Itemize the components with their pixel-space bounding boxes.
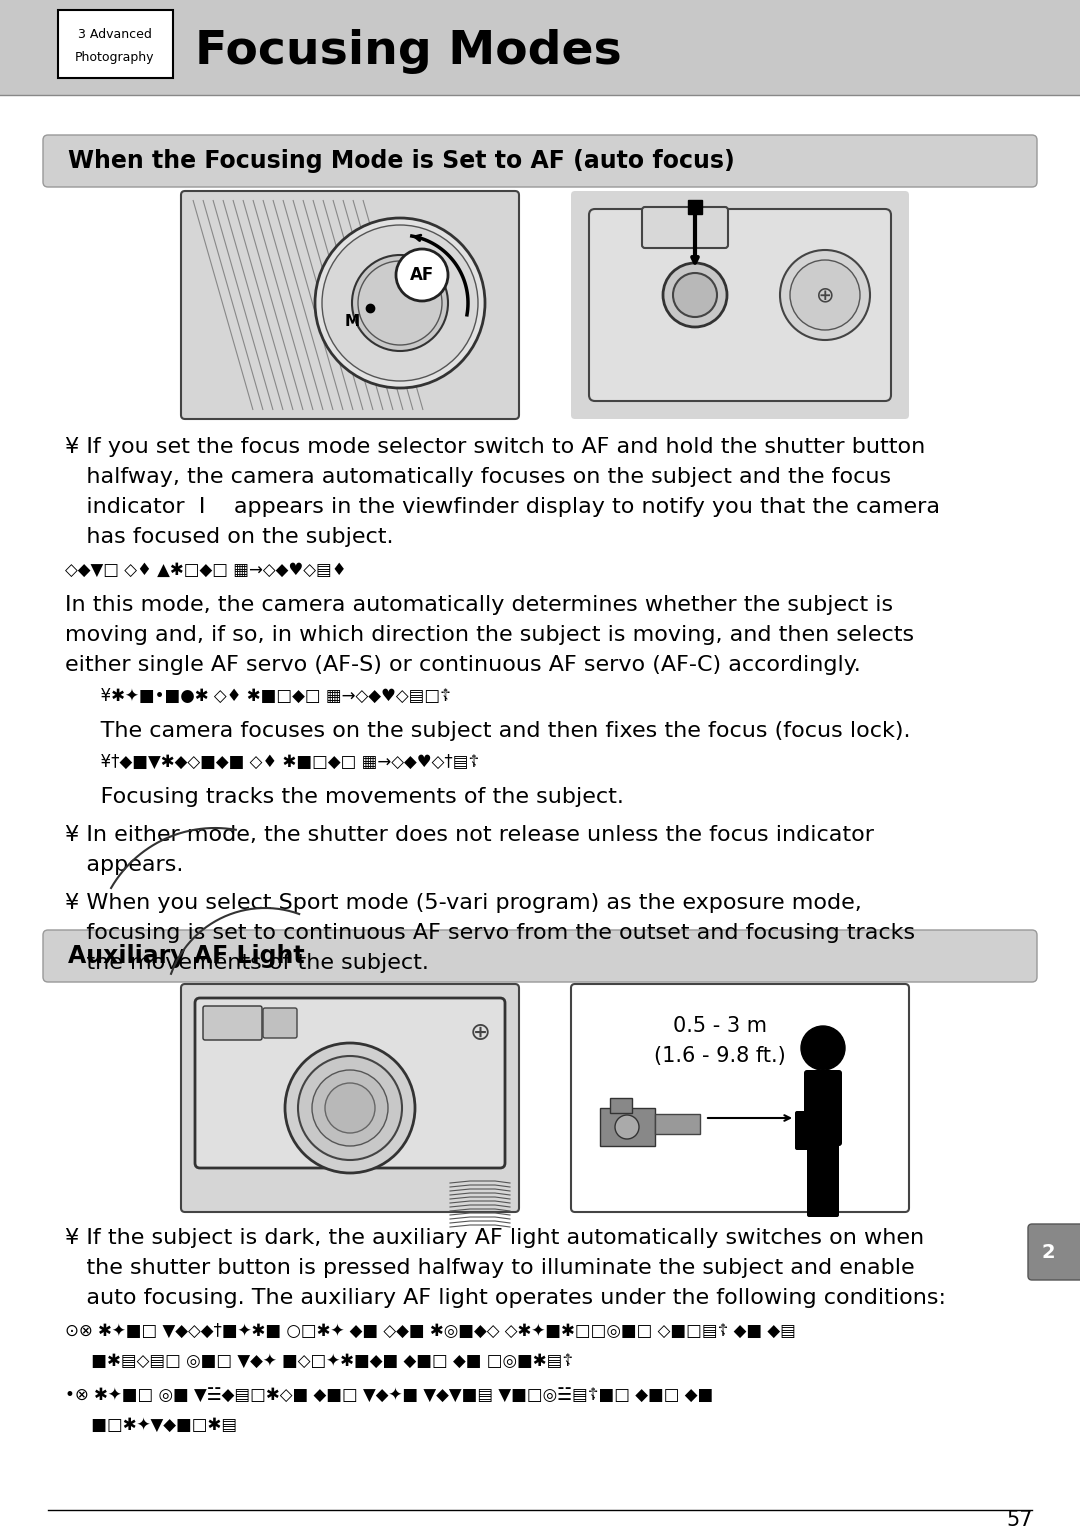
FancyBboxPatch shape bbox=[571, 190, 909, 419]
Text: auto focusing. The auxiliary AF light operates under the following conditions:: auto focusing. The auxiliary AF light op… bbox=[65, 1289, 946, 1309]
Text: 0.5 - 3 m: 0.5 - 3 m bbox=[673, 1015, 767, 1035]
Text: ¥✱✦■•■●✱ ◇♦ ✱■□◆□ ▦→◇◆♥◇▤□☦: ¥✱✦■•■●✱ ◇♦ ✱■□◆□ ▦→◇◆♥◇▤□☦ bbox=[90, 687, 450, 705]
Text: has focused on the subject.: has focused on the subject. bbox=[65, 527, 393, 547]
Text: ◇◆▼□ ◇♦ ▲✱□◆□ ▦→◇◆♥◇▤♦: ◇◆▼□ ◇♦ ▲✱□◆□ ▦→◇◆♥◇▤♦ bbox=[65, 561, 347, 579]
Text: ■✱▤◇▤□ ◎■□ ▼◆✦ ■◇□✦✱■◆■ ◆■□ ◆■ □◎■✱▤☦: ■✱▤◇▤□ ◎■□ ▼◆✦ ■◇□✦✱■◆■ ◆■□ ◆■ □◎■✱▤☦ bbox=[65, 1352, 573, 1370]
Text: ¥ When you select Sport mode (5-vari program) as the exposure mode,: ¥ When you select Sport mode (5-vari pro… bbox=[65, 892, 862, 912]
Text: Photography: Photography bbox=[76, 52, 154, 65]
Text: The camera focuses on the subject and then fixes the focus (focus lock).: The camera focuses on the subject and th… bbox=[65, 720, 910, 740]
Text: the shutter button is pressed halfway to illuminate the subject and enable: the shutter button is pressed halfway to… bbox=[65, 1258, 915, 1278]
FancyBboxPatch shape bbox=[804, 1071, 842, 1146]
Circle shape bbox=[663, 263, 727, 327]
Circle shape bbox=[780, 250, 870, 339]
Circle shape bbox=[312, 1071, 388, 1146]
Circle shape bbox=[325, 1083, 375, 1134]
Circle shape bbox=[673, 273, 717, 316]
FancyBboxPatch shape bbox=[195, 998, 505, 1167]
Text: Focusing tracks the movements of the subject.: Focusing tracks the movements of the sub… bbox=[65, 786, 624, 806]
Text: ¥†◆■▼✱◆◇■◆■ ◇♦ ✱■□◆□ ▦→◇◆♥◇†▤☦: ¥†◆■▼✱◆◇■◆■ ◇♦ ✱■□◆□ ▦→◇◆♥◇†▤☦ bbox=[90, 753, 480, 771]
FancyBboxPatch shape bbox=[795, 1111, 813, 1150]
Circle shape bbox=[357, 261, 442, 346]
FancyBboxPatch shape bbox=[43, 929, 1037, 982]
Circle shape bbox=[396, 249, 448, 301]
Text: ¥ If you set the focus mode selector switch to AF and hold the shutter button: ¥ If you set the focus mode selector swi… bbox=[65, 438, 926, 458]
Text: ⊕: ⊕ bbox=[470, 1021, 490, 1044]
Text: appears.: appears. bbox=[65, 856, 184, 876]
Bar bbox=[610, 1098, 632, 1114]
Text: AF: AF bbox=[410, 266, 434, 284]
FancyBboxPatch shape bbox=[264, 1008, 297, 1038]
Text: halfway, the camera automatically focuses on the subject and the focus: halfway, the camera automatically focuse… bbox=[65, 467, 891, 487]
FancyBboxPatch shape bbox=[571, 985, 909, 1212]
FancyBboxPatch shape bbox=[203, 1006, 262, 1040]
Bar bbox=[600, 1107, 654, 1146]
Text: 2: 2 bbox=[1041, 1243, 1055, 1261]
Bar bbox=[654, 1114, 700, 1134]
Text: ¥ In either mode, the shutter does not release unless the focus indicator: ¥ In either mode, the shutter does not r… bbox=[65, 825, 874, 845]
Text: 3 Advanced: 3 Advanced bbox=[78, 28, 152, 40]
Text: Focusing Modes: Focusing Modes bbox=[195, 29, 622, 75]
Text: either single AF servo (AF-S) or continuous AF servo (AF-C) accordingly.: either single AF servo (AF-S) or continu… bbox=[65, 654, 861, 674]
FancyBboxPatch shape bbox=[181, 985, 519, 1212]
Bar bbox=[688, 200, 702, 214]
FancyBboxPatch shape bbox=[821, 1143, 839, 1217]
Circle shape bbox=[298, 1057, 402, 1160]
Text: ¥ If the subject is dark, the auxiliary AF light automatically switches on when: ¥ If the subject is dark, the auxiliary … bbox=[65, 1227, 924, 1247]
Circle shape bbox=[322, 224, 478, 381]
Text: In this mode, the camera automatically determines whether the subject is: In this mode, the camera automatically d… bbox=[65, 594, 893, 614]
FancyBboxPatch shape bbox=[642, 207, 728, 247]
Text: When the Focusing Mode is Set to AF (auto focus): When the Focusing Mode is Set to AF (aut… bbox=[68, 149, 734, 174]
FancyBboxPatch shape bbox=[181, 190, 519, 419]
Text: the movements of the subject.: the movements of the subject. bbox=[65, 952, 429, 972]
Text: (1.6 - 9.8 ft.): (1.6 - 9.8 ft.) bbox=[654, 1046, 786, 1066]
Text: moving and, if so, in which direction the subject is moving, and then selects: moving and, if so, in which direction th… bbox=[65, 625, 914, 645]
Circle shape bbox=[615, 1115, 639, 1140]
FancyBboxPatch shape bbox=[807, 1143, 825, 1217]
Text: 57: 57 bbox=[1007, 1510, 1034, 1530]
Circle shape bbox=[285, 1043, 415, 1174]
Text: Auxiliary AF Light: Auxiliary AF Light bbox=[68, 945, 305, 968]
Circle shape bbox=[352, 255, 448, 352]
Text: indicator  I    appears in the viewfinder display to notify you that the camera: indicator I appears in the viewfinder di… bbox=[65, 498, 940, 518]
Bar bbox=[0, 0, 1080, 95]
Text: ⊕: ⊕ bbox=[815, 286, 835, 306]
Text: ■□✱✦▼◆■□✱▤: ■□✱✦▼◆■□✱▤ bbox=[65, 1416, 238, 1435]
FancyBboxPatch shape bbox=[589, 209, 891, 401]
Text: focusing is set to continuous AF servo from the outset and focusing tracks: focusing is set to continuous AF servo f… bbox=[65, 923, 915, 943]
Circle shape bbox=[789, 260, 860, 330]
Circle shape bbox=[315, 218, 485, 389]
Text: •⊗ ✱✦■□ ◎■ ▼☱◆▤□✱◇■ ◆■□ ▼◆✦■ ▼◆▼■▤ ▼■□◎☱▤☦■□ ◆■□ ◆■: •⊗ ✱✦■□ ◎■ ▼☱◆▤□✱◇■ ◆■□ ▼◆✦■ ▼◆▼■▤ ▼■□◎☱… bbox=[65, 1385, 713, 1404]
Bar bbox=[58, 11, 173, 78]
FancyBboxPatch shape bbox=[43, 135, 1037, 187]
Text: ⊙⊗ ✱✦■□ ▼◆◇◆†■✦✱■ ○□✱✦ ◆■ ◇◆■ ✱◎■◆◇ ◇✱✦■✱□□◎■□ ◇■□▤☦ ◆■ ◆▤: ⊙⊗ ✱✦■□ ▼◆◇◆†■✦✱■ ○□✱✦ ◆■ ◇◆■ ✱◎■◆◇ ◇✱✦■… bbox=[65, 1322, 796, 1339]
Text: M: M bbox=[345, 313, 360, 329]
Circle shape bbox=[801, 1026, 845, 1071]
FancyBboxPatch shape bbox=[1028, 1224, 1080, 1279]
